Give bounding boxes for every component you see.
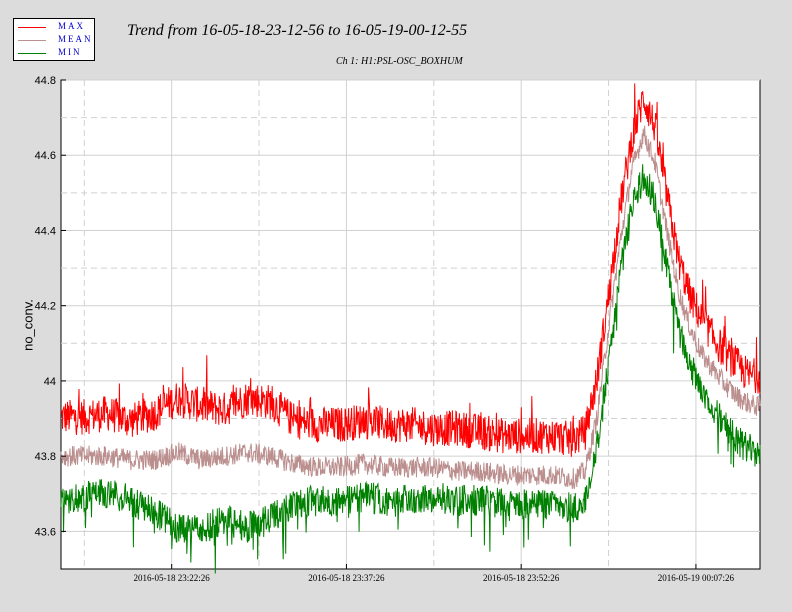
y-tick-label: 43.6: [35, 526, 56, 538]
y-tick-label: 44.4: [35, 225, 56, 237]
plot-area: [60, 79, 761, 570]
x-tick-label: 2016-05-19 00:07:26: [658, 573, 735, 583]
legend-swatch-mean: [18, 40, 46, 41]
series-line-min: [60, 164, 761, 574]
y-tick-label: 43.8: [35, 451, 56, 463]
legend-label-max: MAX: [58, 21, 86, 31]
legend: MAX MEAN MIN: [13, 18, 95, 61]
series-group: [60, 83, 761, 574]
legend-label-min: MIN: [58, 47, 82, 57]
y-tick-label: 44.2: [35, 301, 56, 313]
series-line-max: [60, 83, 761, 457]
legend-item-mean: MEAN: [14, 34, 94, 46]
series-line-mean: [60, 125, 761, 489]
legend-item-min: MIN: [14, 47, 94, 59]
legend-label-mean: MEAN: [58, 34, 93, 44]
legend-item-max: MAX: [14, 21, 94, 33]
y-tick-label: 44: [44, 376, 56, 388]
chart-title: Trend from 16-05-18-23-12-56 to 16-05-19…: [127, 22, 468, 39]
x-tick-label: 2016-05-18 23:22:26: [134, 573, 211, 583]
ticks: 43.6 43.8 44 44.2 44.4 44.6 44.8 2016-05-18 23:…: [35, 75, 735, 583]
x-tick-label: 2016-05-18 23:52:26: [483, 573, 560, 583]
chart-subtitle: Ch 1: H1:PSL-OSC_BOXHUM: [336, 56, 463, 67]
y-tick-label: 44.6: [35, 150, 56, 162]
x-tick-label: 2016-05-18 23:37:26: [308, 573, 385, 583]
legend-swatch-min: [18, 53, 46, 54]
y-tick-label: 44.8: [35, 75, 56, 87]
legend-swatch-max: [18, 27, 46, 28]
